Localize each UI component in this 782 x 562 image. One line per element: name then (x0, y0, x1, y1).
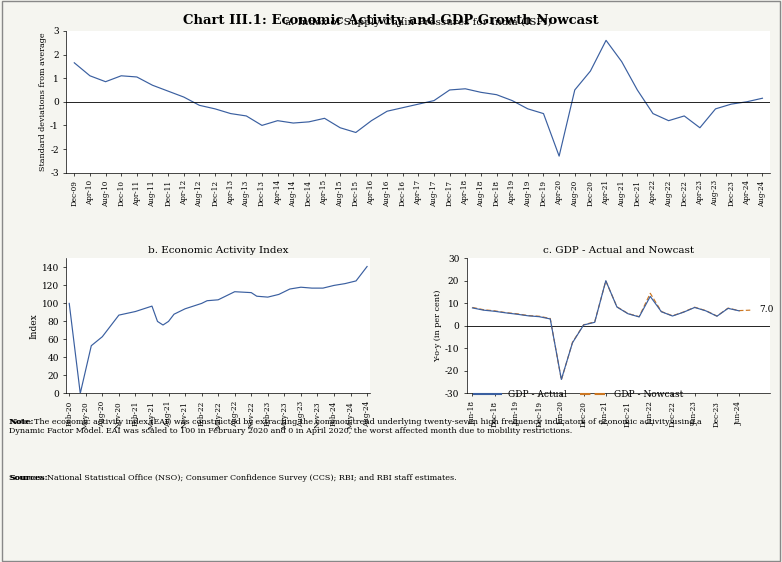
Title: a. Index of Supply Chain Pressures for India (ISPI): a. Index of Supply Chain Pressures for I… (285, 18, 551, 28)
GDP - Actual (557, 376, 566, 383)
GDP - Actual (579, 321, 588, 328)
Legend: GDP - Actual, GDP - Nowcast: GDP - Actual, GDP - Nowcast (470, 387, 687, 403)
Title: c. GDP - Actual and Nowcast: c. GDP - Actual and Nowcast (543, 246, 694, 255)
GDP - Nowcast (623, 310, 633, 317)
GDP - Nowcast (601, 278, 611, 284)
Text: Chart III.1: Economic Activity and GDP Growth Nowcast: Chart III.1: Economic Activity and GDP G… (183, 14, 599, 27)
GDP - Actual (734, 307, 744, 314)
GDP - Nowcast (568, 339, 577, 346)
GDP - Actual (568, 339, 577, 346)
GDP - Actual (690, 304, 699, 311)
Y-axis label: Y-o-y (in per cent): Y-o-y (in per cent) (434, 289, 442, 362)
GDP - Nowcast (579, 321, 588, 328)
GDP - Actual (623, 310, 633, 317)
Y-axis label: Index: Index (30, 313, 39, 339)
GDP - Actual (712, 313, 722, 320)
GDP - Nowcast (557, 377, 566, 383)
GDP - Actual (723, 305, 733, 312)
GDP - Actual (646, 293, 655, 300)
GDP - Actual (534, 313, 543, 320)
Text: Sources:: Sources: (9, 474, 48, 482)
Y-axis label: Standard deviations from average: Standard deviations from average (39, 33, 47, 171)
GDP - Nowcast (479, 306, 488, 313)
GDP - Actual (590, 319, 599, 326)
GDP - Nowcast (668, 312, 677, 319)
GDP - Nowcast (501, 309, 511, 316)
Text: 7.0: 7.0 (759, 305, 773, 314)
GDP - Nowcast (534, 313, 543, 320)
GDP - Nowcast (523, 312, 533, 319)
GDP - Nowcast (712, 312, 722, 319)
GDP - Nowcast (745, 307, 755, 314)
Text: Note:: Note: (9, 418, 34, 426)
GDP - Nowcast (734, 307, 744, 314)
GDP - Nowcast (590, 319, 599, 325)
Text: Sources: National Statistical Office (NSO); Consumer Confidence Survey (CCS); RB: Sources: National Statistical Office (NS… (9, 474, 457, 482)
Title: b. Economic Activity Index: b. Economic Activity Index (148, 246, 289, 255)
GDP - Actual (523, 312, 533, 319)
Text: Note: The economic activity index (EAI) was constructed by extracting the common: Note: The economic activity index (EAI) … (9, 418, 702, 435)
GDP - Nowcast (512, 310, 522, 317)
GDP - Actual (546, 316, 555, 323)
GDP - Actual (490, 308, 500, 315)
GDP - Actual (479, 307, 488, 314)
GDP - Nowcast (723, 305, 733, 311)
Line: GDP - Nowcast: GDP - Nowcast (472, 281, 750, 380)
GDP - Actual (501, 310, 511, 316)
GDP - Nowcast (679, 309, 688, 315)
GDP - Nowcast (646, 290, 655, 297)
GDP - Actual (601, 277, 611, 284)
GDP - Actual (512, 311, 522, 318)
Line: GDP - Actual: GDP - Actual (472, 280, 739, 379)
GDP - Nowcast (490, 307, 500, 314)
GDP - Actual (468, 305, 477, 311)
GDP - Actual (679, 309, 688, 315)
GDP - Nowcast (701, 307, 711, 314)
GDP - Actual (612, 303, 622, 310)
GDP - Nowcast (634, 313, 644, 320)
GDP - Actual (657, 309, 666, 315)
GDP - Nowcast (468, 304, 477, 311)
GDP - Nowcast (612, 303, 622, 310)
GDP - Nowcast (690, 304, 699, 311)
GDP - Nowcast (546, 315, 555, 322)
GDP - Nowcast (657, 308, 666, 315)
GDP - Actual (668, 312, 677, 319)
GDP - Actual (701, 307, 711, 314)
GDP - Actual (634, 314, 644, 320)
